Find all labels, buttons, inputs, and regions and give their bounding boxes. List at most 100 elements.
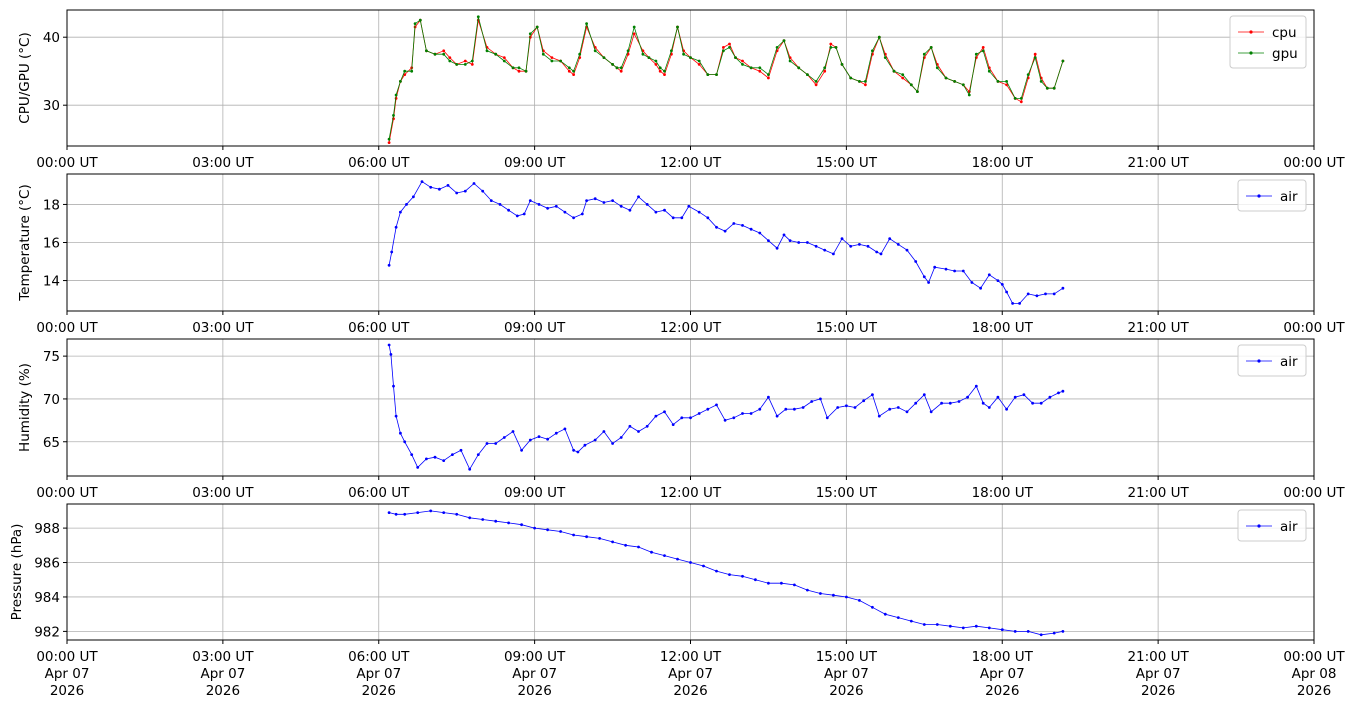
data-point-air xyxy=(602,201,606,204)
data-point-air xyxy=(624,543,627,547)
data-point-gpu xyxy=(788,59,792,63)
data-point-gpu xyxy=(806,73,809,76)
data-point-gpu xyxy=(961,83,965,87)
data-point-air xyxy=(840,237,844,241)
data-point-air xyxy=(619,436,623,439)
data-point-air xyxy=(468,516,472,520)
x-tick-label-date: Apr 07 xyxy=(1136,666,1181,682)
data-point-cpu xyxy=(981,46,985,49)
data-point-gpu xyxy=(892,69,896,73)
x-tick-label-time: 00:00 UT xyxy=(36,485,98,501)
data-point-cpu xyxy=(502,56,506,59)
y-tick-label: 988 xyxy=(34,521,60,537)
data-point-gpu xyxy=(394,93,398,97)
x-tick-label-time: 06:00 UT xyxy=(348,320,410,336)
data-point-gpu xyxy=(425,49,428,53)
data-point-air xyxy=(416,466,420,469)
x-tick-label-time: 00:00 UT xyxy=(36,155,98,171)
panel-1: 30 40 CPU/GPU (°C) 00:00 UT 03:00 UT 06:00 UT… xyxy=(17,9,1345,171)
data-point-gpu xyxy=(632,25,636,29)
data-point-air xyxy=(433,455,437,459)
legend: cpu gpu xyxy=(1229,15,1307,69)
data-point-gpu xyxy=(682,52,685,56)
legend-box xyxy=(1237,179,1307,212)
data-point-gpu xyxy=(974,52,978,56)
data-point-gpu xyxy=(470,59,474,63)
data-point-gpu xyxy=(663,69,666,73)
panel-3: 65 70 75 Humidity (%) 00:00 UT 03:00 UT 06:00 … xyxy=(17,338,1345,501)
data-point-air xyxy=(784,407,788,411)
y-tick-label: 982 xyxy=(34,624,60,640)
data-point-gpu xyxy=(728,46,731,49)
data-point-air xyxy=(819,397,822,401)
data-point-air xyxy=(429,185,433,189)
data-point-air xyxy=(425,457,428,461)
data-point-air xyxy=(546,437,549,441)
data-point-air xyxy=(706,407,710,411)
data-point-air xyxy=(687,204,691,208)
data-point-air xyxy=(922,393,926,397)
data-point-air xyxy=(1039,401,1043,405)
data-point-air xyxy=(611,442,614,445)
data-point-air xyxy=(749,227,753,231)
data-point-air xyxy=(463,189,467,193)
data-point-air xyxy=(832,593,835,597)
x-tick-label-year: 2026 xyxy=(1141,683,1175,699)
data-point-air xyxy=(676,557,679,561)
x-tick-label-time: 18:00 UT xyxy=(972,485,1034,501)
data-point-air xyxy=(741,574,744,578)
data-point-air xyxy=(645,203,649,206)
data-point-air xyxy=(671,216,675,220)
data-point-air xyxy=(619,204,623,208)
y-tick-label: 75 xyxy=(43,349,60,365)
x-tick-label-time: 09:00 UT xyxy=(504,155,566,171)
data-point-air xyxy=(715,403,718,407)
data-point-gpu xyxy=(676,25,679,29)
x-tick-label-time: 12:00 UT xyxy=(660,155,722,171)
data-point-gpu xyxy=(641,52,645,56)
data-point-air xyxy=(896,616,900,619)
data-point-air xyxy=(611,199,614,203)
data-point-gpu xyxy=(1052,86,1056,90)
data-point-gpu xyxy=(823,66,827,70)
data-point-gpu xyxy=(689,56,692,59)
data-point-air xyxy=(394,512,398,516)
legend: air xyxy=(1237,509,1307,542)
data-point-cpu xyxy=(814,83,818,87)
data-point-air xyxy=(909,619,913,623)
data-point-gpu xyxy=(410,69,414,73)
data-point-air xyxy=(888,237,892,241)
data-point-air xyxy=(1061,389,1065,393)
data-point-air xyxy=(754,578,757,582)
data-point-air xyxy=(801,406,805,409)
data-point-air xyxy=(741,412,744,415)
legend-label-gpu: gpu xyxy=(1272,46,1298,62)
data-point-gpu xyxy=(734,56,737,59)
data-point-gpu xyxy=(1061,59,1065,63)
data-point-air xyxy=(1018,302,1021,305)
data-point-gpu xyxy=(418,18,422,22)
data-point-air xyxy=(866,244,870,248)
data-point-air xyxy=(814,244,818,248)
data-point-air xyxy=(883,612,887,616)
data-point-air xyxy=(741,224,744,227)
data-point-air xyxy=(832,252,835,256)
data-point-air xyxy=(1061,286,1065,290)
data-point-gpu xyxy=(829,46,833,49)
data-point-air xyxy=(914,260,918,263)
data-point-gpu xyxy=(387,137,391,141)
x-tick-label-time: 03:00 UT xyxy=(192,320,254,336)
data-point-air xyxy=(758,407,762,411)
data-point-air xyxy=(520,448,523,452)
x-tick-label-time: 12:00 UT xyxy=(660,485,722,501)
legend-marker-air xyxy=(1257,524,1261,528)
data-point-air xyxy=(858,599,861,602)
data-point-air xyxy=(593,197,597,201)
data-point-air xyxy=(948,401,952,405)
x-tick-label-time: 18:00 UT xyxy=(972,320,1034,336)
x-tick-label-time: 21:00 UT xyxy=(1127,649,1189,665)
data-point-gpu xyxy=(654,59,658,63)
x-tick-label-year: 2026 xyxy=(985,683,1019,699)
data-point-air xyxy=(1048,395,1052,399)
